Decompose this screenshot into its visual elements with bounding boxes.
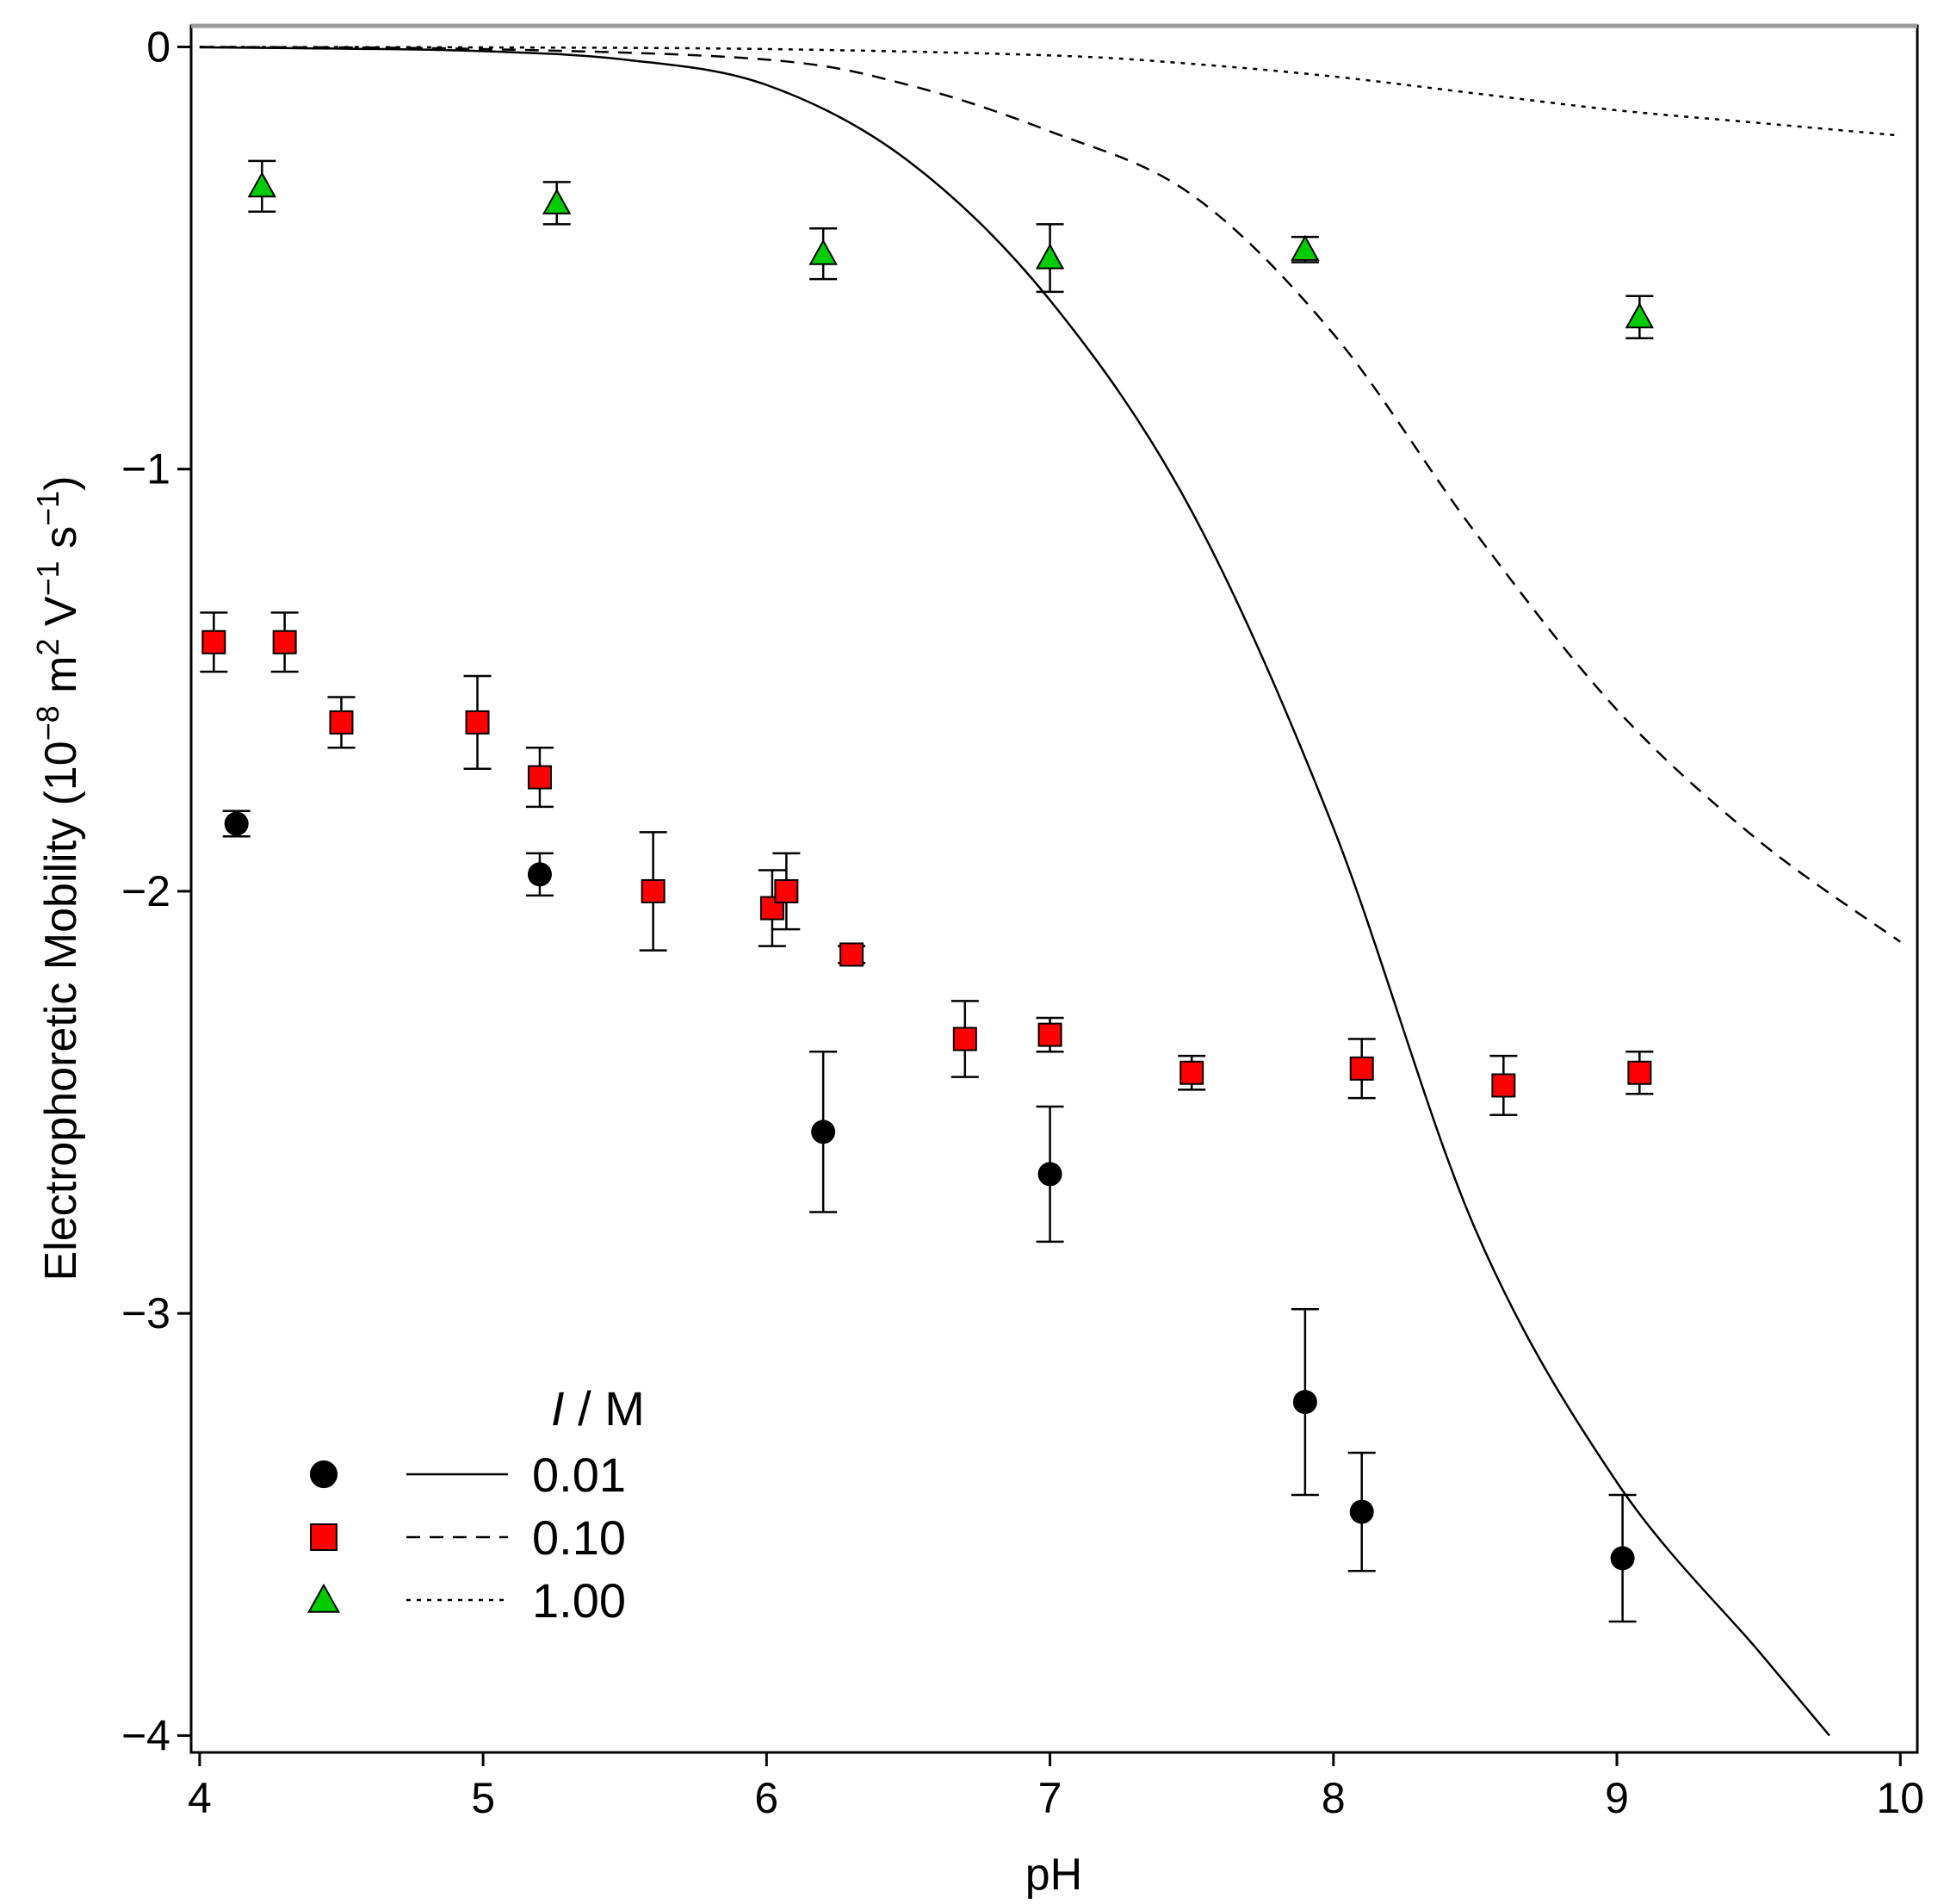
y-axis-title-part-4: V: [36, 596, 86, 638]
marker-square-5: [641, 878, 666, 903]
y-axis-title-part-5: −1: [30, 561, 65, 596]
y-axis-title-part-3: 2: [30, 639, 65, 656]
x-tick-label-2: 6: [754, 1774, 778, 1822]
marker-square-0: [201, 629, 226, 654]
marker-triangle-4: [1291, 234, 1320, 261]
marker-circle-6: [1610, 1546, 1635, 1571]
legend-title-rest: / M: [565, 1381, 645, 1436]
marker-circle-4: [1292, 1390, 1317, 1415]
marker-triangle-3: [1035, 243, 1065, 270]
x-tick-label-3: 7: [1038, 1774, 1062, 1822]
legend: I / M 0.01 0.10 1.00: [307, 1381, 645, 1628]
data-markers: [201, 171, 1655, 1571]
y-tick-label-1: −1: [121, 445, 170, 493]
marker-square-2: [329, 710, 354, 735]
y-axis-title-part-2: m: [36, 656, 86, 706]
legend-title: I / M: [551, 1381, 645, 1436]
x-tick-label-4: 8: [1322, 1774, 1346, 1822]
marker-triangle-0: [247, 171, 277, 198]
y-tick-label-3: −3: [121, 1289, 170, 1337]
legend-marker-circle: [309, 1460, 338, 1489]
marker-square-1: [272, 629, 297, 654]
y-axis-title-part-1: −8: [30, 705, 65, 741]
marker-circle-2: [811, 1119, 836, 1144]
marker-square-11: [1180, 1060, 1204, 1085]
marker-square-3: [465, 710, 490, 735]
x-tick-label-5: 9: [1605, 1774, 1629, 1822]
marker-square-14: [1627, 1060, 1652, 1085]
y-tick-label-2: −2: [121, 867, 170, 915]
y-axis-title-part-6: s: [36, 526, 86, 561]
x-axis-ticks: 4 5 6 7 8 9 10: [188, 1752, 1924, 1822]
marker-square-13: [1491, 1073, 1516, 1098]
legend-label-2: 1.00: [532, 1573, 626, 1628]
marker-square-12: [1349, 1056, 1374, 1081]
legend-title-italic: I: [551, 1381, 565, 1436]
model-curve-dashed: [199, 46, 1901, 943]
legend-label-1: 0.10: [532, 1510, 626, 1565]
plot-frame: [189, 24, 1919, 1754]
marker-triangle-2: [808, 239, 838, 265]
marker-square-10: [1037, 1022, 1062, 1047]
marker-circle-1: [527, 862, 552, 887]
legend-marker-triangle: [307, 1583, 340, 1613]
x-tick-label-0: 4: [188, 1774, 212, 1822]
marker-circle-5: [1349, 1499, 1374, 1524]
error-bars: [200, 159, 1654, 1623]
y-axis-title-part-7: −1: [30, 491, 65, 526]
marker-square-9: [952, 1026, 977, 1051]
y-tick-label-4: −4: [121, 1711, 170, 1759]
x-axis-title: pH: [1025, 1850, 1082, 1900]
x-tick-label-6: 10: [1876, 1774, 1924, 1822]
marker-square-8: [839, 942, 864, 967]
legend-marker-square: [310, 1523, 337, 1551]
model-curve-dotted: [199, 46, 1901, 137]
y-axis-ticks: 0 −1 −2 −3 −4: [121, 23, 191, 1759]
y-axis-title: Electrophoretic Mobility (10−8 m2 V−1 s−…: [30, 475, 87, 1281]
y-axis-title-part-0: Electrophoretic Mobility (10: [36, 741, 86, 1281]
marker-triangle-1: [542, 188, 572, 214]
marker-square-7: [774, 878, 799, 903]
marker-circle-0: [224, 811, 249, 836]
x-tick-label-1: 5: [471, 1774, 495, 1822]
model-curves: [199, 46, 1901, 1737]
model-curve-solid: [199, 46, 1830, 1737]
y-tick-label-0: 0: [146, 23, 170, 71]
marker-square-4: [527, 765, 552, 790]
y-axis-title-part-8: ): [36, 475, 86, 490]
marker-triangle-5: [1625, 302, 1655, 329]
marker-circle-3: [1037, 1162, 1062, 1187]
legend-label-0: 0.01: [532, 1448, 626, 1502]
